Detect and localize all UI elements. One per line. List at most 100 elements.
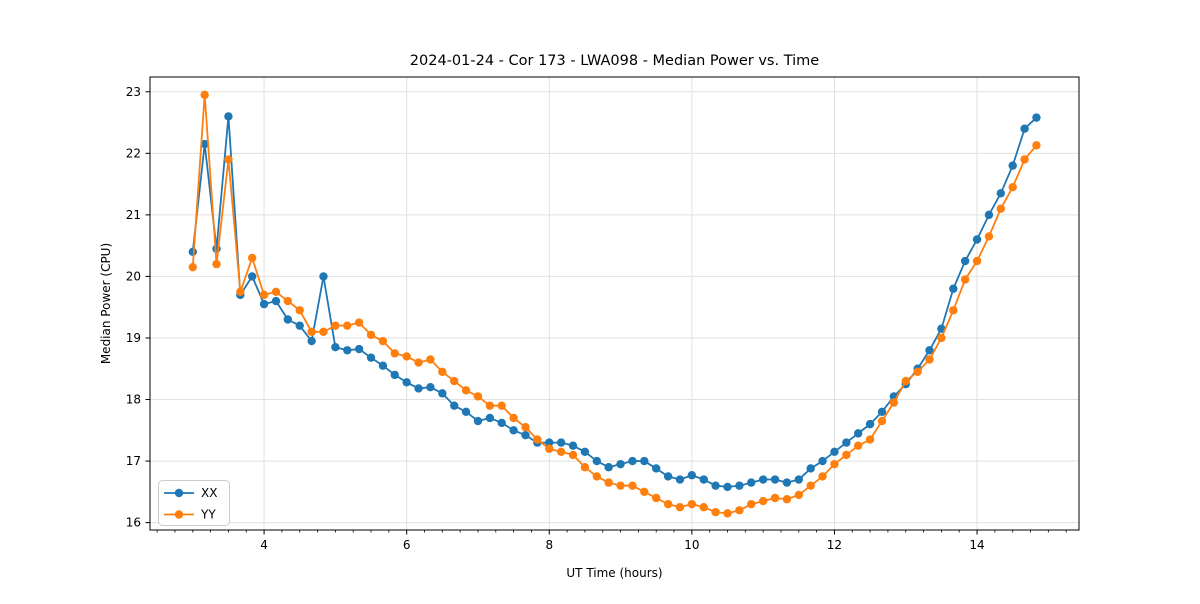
data-point-xx — [604, 463, 613, 472]
data-point-yy — [212, 259, 221, 269]
data-point-xx — [509, 426, 518, 435]
data-point-yy — [628, 481, 637, 490]
data-point-xx — [711, 481, 720, 490]
data-point-yy — [259, 290, 269, 300]
data-point-xx — [200, 139, 209, 149]
x-axis-label: UT Time (hours) — [566, 566, 662, 580]
data-point-xx — [818, 456, 827, 466]
data-point-xx — [616, 459, 625, 469]
data-point-xx — [485, 413, 495, 423]
chart-title: 2024-01-24 - Cor 173 - LWA098 - Median P… — [410, 53, 819, 69]
data-point-xx — [426, 383, 435, 392]
data-point-xx — [402, 378, 411, 387]
data-point-yy — [949, 306, 958, 315]
data-point-yy — [188, 262, 197, 272]
data-point-yy — [556, 447, 566, 457]
data-point-xx — [1008, 161, 1017, 170]
data-point-yy — [842, 450, 851, 460]
data-point-yy — [319, 327, 328, 337]
data-point-yy — [758, 496, 768, 506]
legend-label-yy: YY — [200, 508, 216, 522]
data-point-xx — [984, 210, 994, 220]
series-line-yy — [191, 93, 1038, 515]
data-point-xx — [925, 346, 934, 355]
data-point-xx — [675, 475, 685, 484]
data-point-yy — [960, 275, 970, 284]
data-point-yy — [414, 358, 423, 367]
data-point-xx — [770, 475, 780, 484]
data-point-yy — [972, 256, 982, 266]
data-point-xx — [473, 416, 483, 426]
legend-item-yy: YY — [164, 508, 216, 522]
data-point-yy — [889, 398, 899, 407]
data-point-yy — [402, 352, 411, 361]
data-point-yy — [1020, 155, 1029, 164]
data-point-yy — [687, 499, 697, 509]
data-point-yy — [663, 499, 673, 509]
legend: XX YY — [158, 480, 230, 526]
x-tick-label: 8 — [545, 538, 553, 552]
y-tick-label: 18 — [126, 393, 141, 407]
data-point-yy — [723, 509, 732, 518]
data-point-xx — [461, 407, 471, 417]
data-point-xx — [568, 441, 578, 450]
data-point-xx — [556, 438, 566, 447]
data-point-yy — [450, 376, 459, 386]
data-point-yy — [592, 472, 602, 481]
y-tick-label: 16 — [126, 516, 141, 530]
data-point-yy — [711, 507, 720, 517]
data-point-xx — [782, 478, 792, 487]
tick-labels: 4 6 8 10 12 14 16 17 18 19 20 21 22 23 — [126, 85, 985, 552]
data-point-xx — [354, 344, 364, 354]
y-tick-label: 20 — [126, 269, 141, 283]
data-point-xx — [283, 315, 293, 324]
data-point-xx — [545, 438, 554, 447]
x-tick-label: 4 — [260, 538, 268, 552]
data-point-xx — [747, 478, 756, 487]
data-point-yy — [604, 478, 613, 487]
data-point-yy — [378, 336, 388, 346]
data-point-yy — [533, 435, 542, 444]
legend-marker-yy — [174, 510, 184, 519]
data-point-yy — [1032, 141, 1041, 150]
data-point-yy — [901, 376, 910, 386]
legend-label-xx: XX — [201, 486, 217, 500]
data-point-xx — [390, 370, 399, 380]
data-point-yy — [675, 503, 685, 512]
data-point-xx — [877, 407, 887, 417]
data-point-yy — [818, 472, 827, 481]
data-point-yy — [806, 481, 815, 490]
data-point-xx — [271, 296, 281, 306]
data-point-yy — [354, 318, 364, 327]
data-point-xx — [663, 472, 673, 481]
data-point-yy — [390, 349, 399, 358]
data-point-xx — [378, 361, 388, 370]
data-point-xx — [699, 475, 708, 484]
data-point-xx — [640, 456, 649, 466]
x-tick-label: 12 — [827, 538, 842, 552]
data-point-yy — [521, 423, 530, 432]
data-point-yy — [937, 333, 946, 343]
data-point-yy — [509, 413, 518, 423]
series-line-xx — [191, 115, 1038, 488]
data-point-yy — [640, 487, 649, 497]
data-point-yy — [925, 355, 934, 364]
data-point-xx — [319, 272, 328, 281]
y-tick-label: 19 — [126, 331, 141, 345]
data-point-yy — [307, 327, 316, 337]
legend-box — [158, 480, 230, 526]
legend-item-xx: XX — [164, 486, 217, 500]
data-point-xx — [580, 447, 590, 457]
data-point-xx — [450, 401, 459, 410]
y-tick-label: 23 — [126, 85, 141, 99]
data-point-yy — [652, 493, 661, 503]
y-axis-label: Median Power (CPU) — [99, 243, 113, 364]
data-point-yy — [770, 493, 780, 503]
data-point-xx — [735, 481, 744, 490]
data-point-yy — [984, 232, 994, 241]
data-point-xx — [652, 464, 661, 473]
data-point-xx — [343, 346, 352, 355]
data-point-yy — [1008, 182, 1017, 192]
